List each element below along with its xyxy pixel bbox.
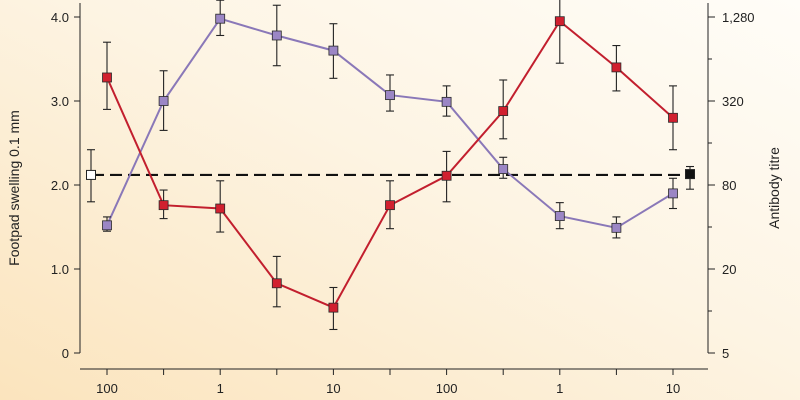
x-tick-label-10: 10 [666, 381, 680, 396]
y2-tick-label-3: 320 [722, 94, 744, 109]
x-tick-label-4: 10 [326, 381, 340, 396]
point-purple-1 [158, 96, 169, 106]
point-purple-6 [441, 96, 452, 107]
point-purple-5 [385, 90, 395, 101]
point-red-2 [215, 203, 226, 214]
y-tick-label-2: 2.0 [51, 178, 69, 193]
x-tick-label-2: 1 [217, 381, 224, 396]
point-purple-4 [328, 45, 339, 56]
y-tick-label-0: 0 [62, 346, 69, 361]
point-red-9 [611, 62, 622, 73]
y-tick-label-3: 3.0 [51, 94, 69, 109]
x-tick-label-0: 100 [96, 381, 118, 396]
y-axis-title: Footpad swelling 0.1 mm [6, 110, 22, 266]
point-purple-8 [554, 211, 565, 221]
y2-tick-label-0: 5 [722, 346, 729, 361]
y2-axis-title: Antibody titre [766, 147, 782, 229]
control-left-marker [86, 169, 96, 180]
point-red-3 [271, 278, 282, 289]
point-red-5 [385, 200, 395, 211]
y-tick-label-4: 4.0 [51, 10, 69, 25]
point-purple-2 [215, 13, 226, 24]
y2-tick-label-1: 20 [722, 262, 736, 277]
point-purple-9 [611, 222, 622, 233]
point-red-6 [441, 170, 452, 181]
y-tick-label-1: 1.0 [51, 262, 69, 277]
point-purple-0 [102, 220, 112, 231]
y2-tick-label-2: 80 [722, 178, 736, 193]
point-red-0 [102, 72, 112, 83]
point-red-4 [328, 302, 339, 313]
point-red-1 [158, 200, 169, 211]
point-red-7 [498, 106, 509, 116]
x-tick-label-6: 100 [436, 381, 458, 396]
y2-tick-label-4: 1,280 [722, 10, 755, 25]
point-purple-10 [668, 188, 678, 199]
control-right-marker [685, 169, 695, 180]
point-purple-7 [498, 164, 509, 174]
point-red-8 [554, 16, 565, 27]
point-purple-3 [271, 30, 282, 41]
x-tick-label-8: 1 [556, 381, 563, 396]
point-red-10 [668, 112, 678, 123]
